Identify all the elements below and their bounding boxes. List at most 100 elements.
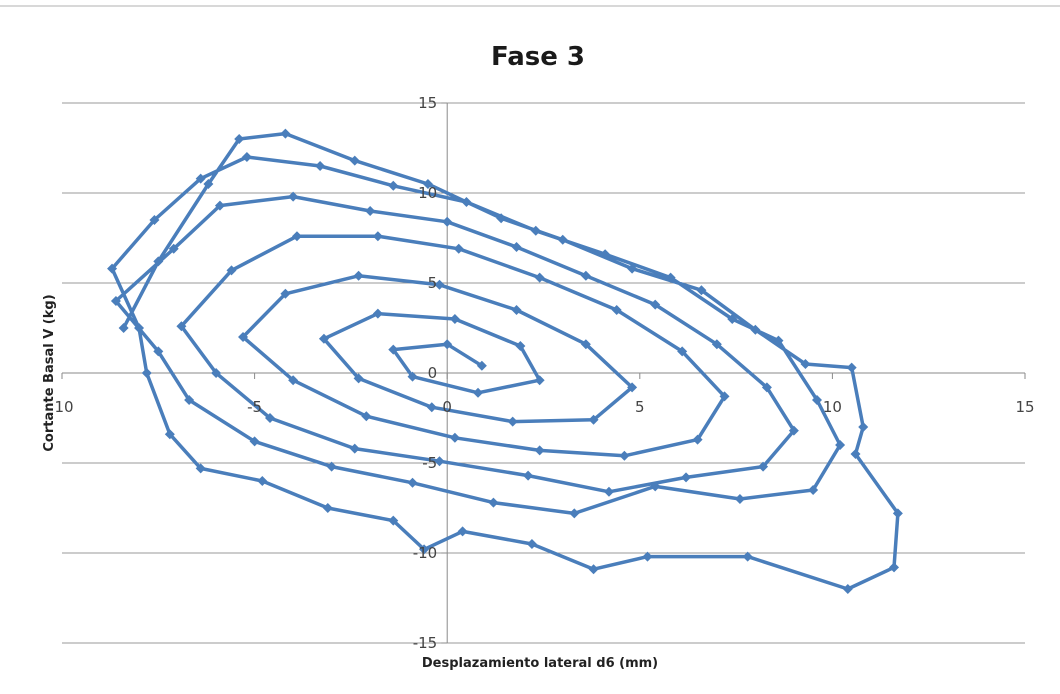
data-point: [889, 562, 900, 573]
data-point: [195, 463, 206, 474]
data-point: [353, 270, 364, 281]
chart-title: Fase 3: [491, 42, 585, 72]
data-point: [850, 449, 861, 459]
data-point: [449, 314, 460, 324]
data-point: [681, 472, 692, 483]
data-point: [407, 371, 418, 382]
data-point: [511, 305, 522, 315]
data-point: [419, 544, 430, 555]
data-point: [457, 526, 468, 537]
y-tick-label: -15: [413, 634, 438, 652]
data-point: [291, 231, 302, 242]
data-point: [846, 362, 857, 373]
data-point: [800, 359, 811, 369]
data-point: [534, 375, 545, 386]
data-point: [727, 314, 738, 324]
data-point: [326, 461, 337, 472]
data-point: [203, 179, 214, 189]
data-point: [372, 231, 383, 242]
data-point: [711, 339, 722, 350]
data-point: [449, 432, 460, 443]
data-point: [580, 270, 591, 281]
data-point: [318, 333, 329, 344]
data-point: [107, 263, 118, 274]
data-point: [515, 341, 526, 351]
data-point: [603, 486, 614, 497]
data-point: [750, 324, 761, 335]
data-point: [184, 395, 195, 405]
data-point: [665, 272, 676, 283]
data-point: [719, 391, 730, 402]
x-tick-label: 10: [54, 398, 73, 416]
y-tick-label: 10: [418, 184, 437, 202]
data-point: [677, 346, 688, 357]
data-point: [476, 360, 487, 371]
data-point: [214, 200, 225, 211]
data-point: [388, 344, 399, 355]
data-point: [226, 265, 237, 276]
data-point: [388, 515, 399, 526]
data-point: [650, 481, 661, 492]
data-point: [361, 411, 372, 422]
data-point: [280, 128, 291, 139]
x-tick-label: 15: [1015, 398, 1034, 416]
data-point: [372, 308, 383, 319]
data-point: [234, 134, 245, 144]
data-point: [507, 416, 518, 427]
x-tick-label: -5: [247, 398, 262, 416]
data-point: [280, 288, 291, 299]
data-point: [434, 279, 445, 290]
x-tick-label: 0: [442, 398, 452, 416]
data-point: [442, 339, 453, 350]
data-point: [642, 551, 653, 562]
data-point: [619, 450, 630, 461]
data-point: [257, 476, 268, 486]
data-point: [526, 539, 537, 549]
data-point: [523, 470, 534, 481]
data-point: [453, 243, 464, 254]
data-point: [811, 395, 822, 405]
data-point: [742, 551, 753, 562]
y-axis-label: Cortante Basal V (kg): [42, 294, 57, 451]
data-point: [588, 564, 599, 575]
data-point: [627, 263, 638, 274]
data-point: [149, 215, 160, 225]
data-point: [134, 323, 145, 333]
data-point: [407, 477, 418, 488]
data-point: [365, 206, 376, 216]
data-point: [141, 368, 152, 378]
data-point: [442, 216, 453, 227]
data-point: [315, 161, 326, 171]
data-point: [461, 197, 472, 207]
data-point: [627, 382, 638, 393]
data-point: [473, 387, 484, 398]
data-point: [511, 242, 522, 252]
data-point: [600, 249, 611, 260]
data-point: [434, 456, 445, 467]
data-point: [761, 382, 772, 393]
data-point: [557, 234, 568, 245]
x-tick-label: 10: [823, 398, 842, 416]
data-point: [534, 445, 545, 456]
data-point: [773, 335, 784, 346]
data-point: [211, 368, 222, 378]
data-point: [758, 461, 769, 472]
data-point: [195, 173, 206, 184]
data-point: [426, 402, 437, 413]
y-tick-label: -5: [422, 454, 437, 472]
data-point: [611, 305, 622, 315]
data-point: [488, 497, 499, 508]
tick-labels: 10 -5 0 5 10 15 -15 -10 -5 0 5 10 15: [54, 94, 1034, 652]
data-point: [580, 339, 591, 350]
data-point: [168, 243, 179, 254]
y-tick-label: 5: [428, 274, 438, 292]
data-point: [322, 503, 333, 513]
data-point: [388, 180, 399, 191]
data-point: [692, 434, 703, 445]
data-point: [588, 414, 599, 425]
data-point: [422, 179, 433, 189]
data-point: [249, 436, 260, 447]
data-point: [892, 508, 903, 519]
